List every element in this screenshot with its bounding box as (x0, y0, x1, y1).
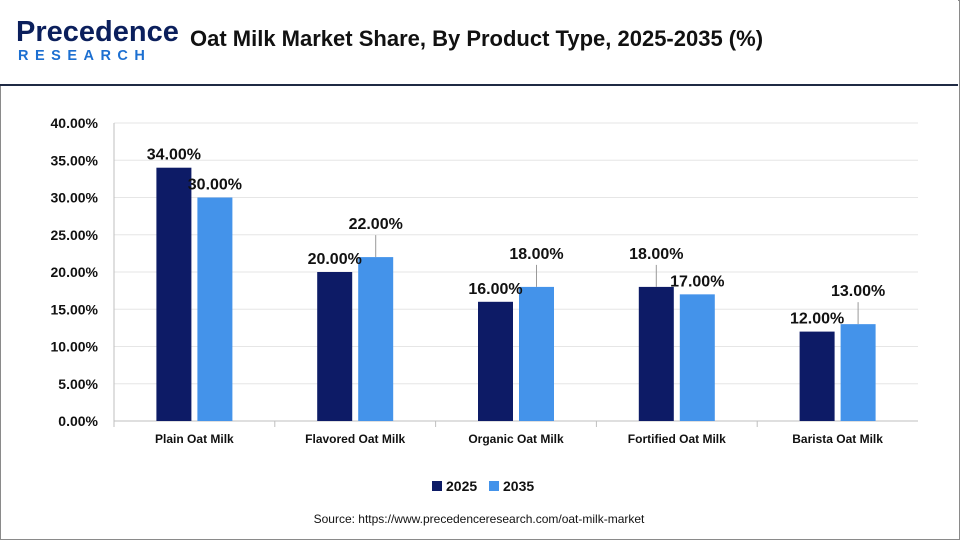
y-tick-label: 5.00% (58, 376, 98, 392)
data-label: 16.00% (468, 281, 522, 298)
y-tick-label: 40.00% (51, 115, 99, 131)
data-label: 34.00% (147, 147, 201, 164)
data-label: 18.00% (629, 246, 683, 263)
bar-2025 (478, 301, 513, 421)
x-tick-label: Barista Oat Milk (792, 432, 883, 446)
logo-wordmark: Precedence (16, 16, 179, 48)
data-label: 22.00% (349, 216, 403, 233)
bar-2025 (638, 286, 674, 421)
y-tick-label: 30.00% (51, 190, 99, 206)
bar-2035 (519, 286, 554, 421)
x-tick-label: Fortified Oat Milk (628, 432, 726, 446)
x-tick-label: Organic Oat Milk (468, 432, 564, 446)
bar-2025 (317, 272, 353, 421)
bar-2025 (799, 331, 835, 421)
chart-title: Oat Milk Market Share, By Product Type, … (190, 26, 764, 51)
bar-2025 (156, 167, 192, 421)
bar-2035 (358, 257, 394, 421)
legend-swatch-2035 (489, 481, 499, 491)
y-tick-label: 10.00% (51, 339, 99, 355)
y-tick-label: 35.00% (51, 152, 99, 168)
logo-subtitle: RESEARCH (18, 48, 152, 64)
y-tick-label: 20.00% (51, 264, 99, 280)
bar-2035 (679, 294, 715, 421)
bar-2035 (197, 197, 233, 421)
data-label: 17.00% (670, 273, 724, 290)
header: Precedence RESEARCH Oat Milk Market Shar… (0, 0, 958, 86)
y-tick-label: 25.00% (51, 227, 99, 243)
x-tick-label: Plain Oat Milk (155, 432, 234, 446)
data-label: 13.00% (831, 283, 885, 300)
data-label: 18.00% (509, 246, 563, 263)
y-tick-label: 15.00% (51, 301, 99, 317)
x-tick-label: Flavored Oat Milk (305, 432, 405, 446)
data-label: 12.00% (790, 311, 844, 328)
bar-2035 (840, 324, 876, 421)
legend-label: 2035 (503, 478, 534, 494)
data-label: 30.00% (188, 177, 242, 194)
legend-label: 2025 (446, 478, 477, 494)
source-note: Source: https://www.precedenceresearch.c… (313, 512, 645, 526)
y-tick-label: 0.00% (58, 413, 98, 429)
logo: Precedence RESEARCH (16, 14, 179, 70)
legend-swatch-2025 (432, 481, 442, 491)
data-label: 20.00% (308, 251, 362, 268)
